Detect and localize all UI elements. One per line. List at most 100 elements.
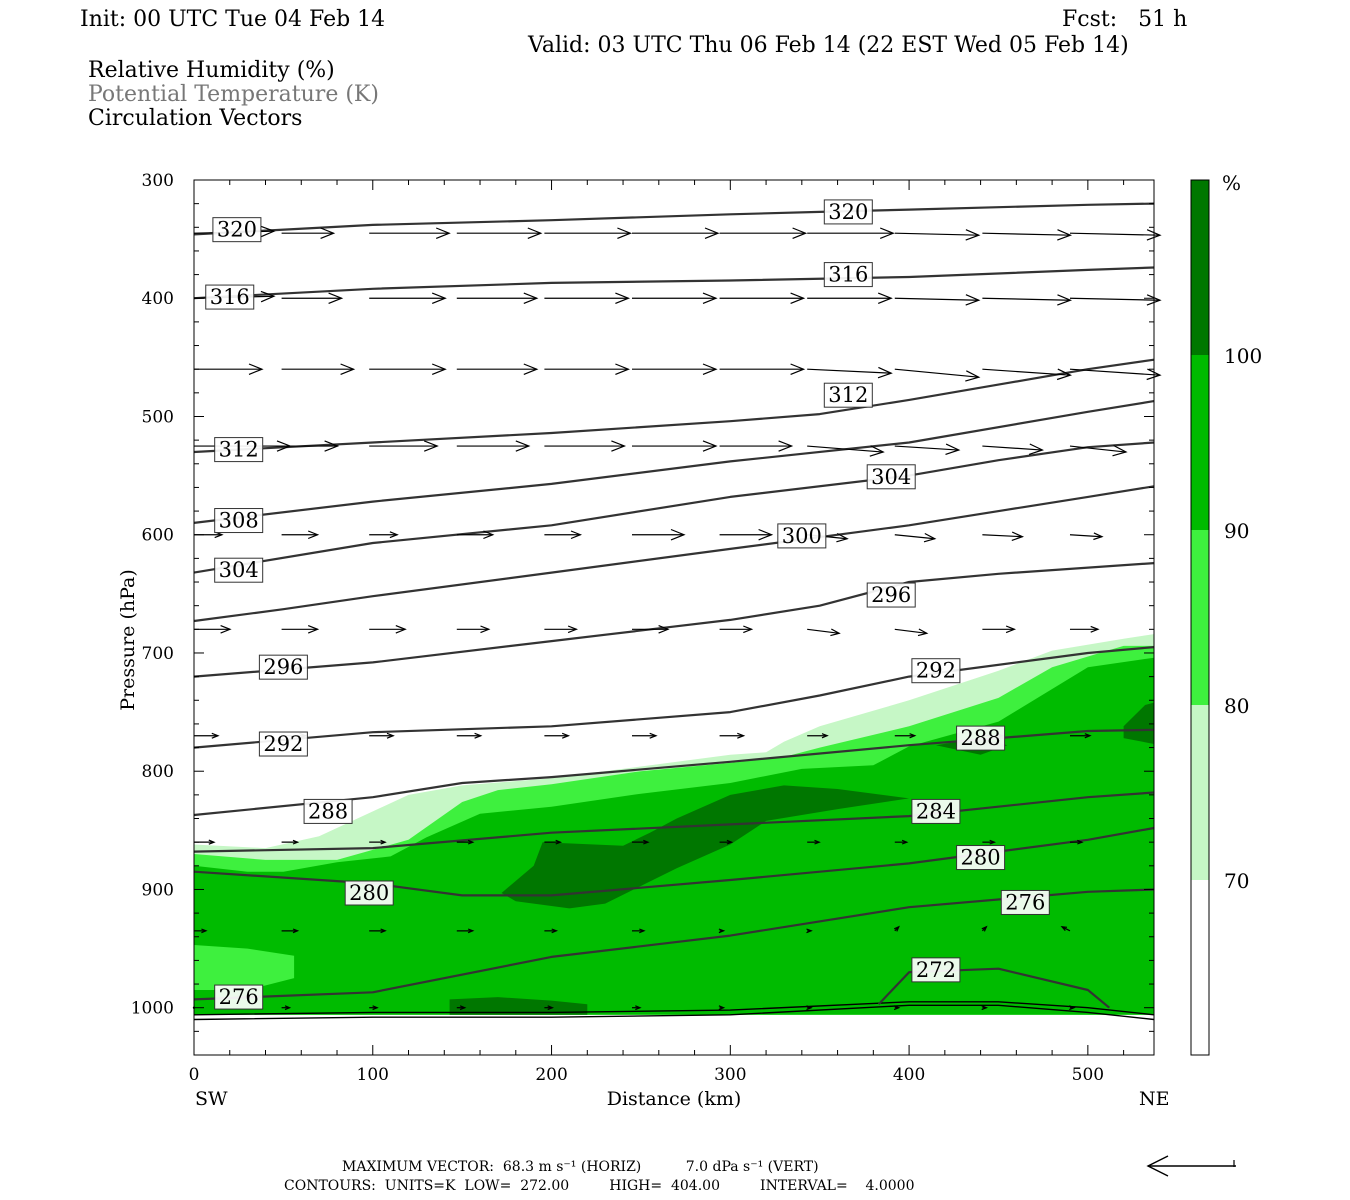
vector-r2-c6 — [719, 363, 806, 375]
vector-shaft — [982, 368, 1071, 376]
vector-r8-c0 — [194, 928, 208, 934]
theta-label-box — [258, 654, 308, 680]
rh-colorbar: % 100 90 80 70 — [1190, 171, 1262, 1056]
theta-label-text: 296 — [871, 583, 911, 607]
theta-label-box — [823, 199, 873, 225]
init-time: Init: 00 UTC Tue 04 Feb 14 — [80, 7, 385, 32]
theta-label-272-0: 272 — [911, 957, 961, 983]
vector-head — [380, 839, 387, 845]
vector-r4-c5 — [631, 528, 686, 541]
vector-shaft — [1069, 534, 1103, 538]
vector-head — [561, 732, 571, 739]
axis-ticks: 300 400 500 600 700 800 900 1000 0 100 200 300 400 50… — [131, 171, 1154, 1085]
vector-r8-c1 — [281, 928, 300, 934]
y-tick-label-300: 300 — [142, 171, 174, 191]
vector-r2-c1 — [281, 363, 356, 375]
vector-r2-c5 — [631, 363, 718, 375]
colorbar-swatch-80 — [1191, 530, 1209, 705]
vector-head — [830, 628, 841, 637]
theta-label-box — [1000, 889, 1050, 915]
vector-head — [1057, 294, 1073, 306]
theta-label-text: 316 — [210, 285, 250, 309]
vector-head — [806, 1005, 813, 1011]
plot-frame — [193, 179, 1155, 1056]
theta-label-300-0: 300 — [777, 523, 827, 549]
vector-r6-c5 — [631, 732, 658, 739]
vector-head — [702, 292, 718, 304]
vector-shaft — [982, 297, 1071, 301]
theta-contour-288 — [193, 728, 1155, 817]
colorbar-label-90: 90 — [1224, 519, 1249, 543]
y-tick-label-1000: 1000 — [131, 999, 174, 1019]
vector-r2-c4 — [544, 363, 631, 375]
vector-r5-c1 — [281, 625, 320, 634]
sw-label: SW — [195, 1088, 228, 1110]
vector-head — [643, 839, 650, 845]
rh-fill-layer — [194, 634, 1154, 1015]
vector-head — [901, 839, 909, 845]
vector-r5-c3 — [456, 625, 491, 634]
vector-shaft — [807, 445, 884, 453]
vector-r0-c10 — [1069, 229, 1162, 241]
vector-shaft — [807, 628, 840, 634]
theta-label-box — [823, 382, 873, 408]
vector-shaft — [982, 534, 1023, 538]
vector-head — [718, 1005, 726, 1011]
vector-r4-c1 — [281, 530, 320, 540]
vector-head — [1146, 229, 1162, 241]
x-tick-label-200: 200 — [535, 1065, 567, 1085]
vector-r4-c6 — [719, 528, 774, 541]
vector-shaft — [894, 534, 935, 540]
vector-head — [879, 227, 895, 239]
vector-r1-c6 — [719, 292, 806, 304]
theta-contour-300 — [193, 485, 1155, 623]
vector-r3-c3 — [456, 440, 531, 452]
vector-head — [1146, 368, 1162, 381]
vector-head — [1011, 531, 1025, 541]
rh-region-gt100-7 — [449, 997, 588, 1015]
theta-contour-272 — [877, 967, 1111, 1009]
theta-label-box — [214, 437, 264, 463]
vector-head — [372, 1005, 379, 1011]
vector-head — [248, 363, 264, 375]
theta-label-text: 304 — [871, 465, 911, 489]
theta-label-text: 320 — [217, 218, 257, 242]
vector-shaft — [1069, 368, 1161, 376]
vector-r9-c7 — [806, 1005, 813, 1011]
vector-r9-c1 — [281, 1005, 292, 1011]
theta-contour-284 — [193, 791, 1155, 853]
theta-label-text: 276 — [1005, 890, 1045, 914]
theta-label-box — [214, 508, 264, 534]
rh-region-80-90-3 — [194, 945, 295, 990]
vector-r2-c3 — [456, 363, 539, 375]
theta-label-292-0: 292 — [258, 731, 308, 757]
vector-head — [639, 928, 646, 934]
vector-r9-c2 — [369, 1005, 379, 1011]
vector-r0-c4 — [544, 227, 633, 239]
vector-r4-c8 — [894, 532, 937, 543]
vector-head — [527, 227, 543, 239]
vector-head — [340, 363, 356, 375]
vector-head — [611, 440, 627, 452]
vector-r9-c3 — [456, 1005, 467, 1011]
theta-contour-292 — [193, 646, 1155, 749]
vector-head — [704, 227, 720, 239]
theta-label-box — [823, 262, 873, 288]
vector-r7-c3 — [456, 839, 475, 845]
vector-r8-c9 — [981, 925, 988, 932]
max-vector-note: MAXIMUM VECTOR: 68.3 m s⁻¹ (HORIZ) 7.0 d… — [342, 1159, 819, 1175]
theta-contour-312 — [193, 358, 1155, 454]
vector-r3-c1 — [281, 440, 340, 452]
vector-r8-c5 — [631, 928, 646, 934]
vector-r6-c2 — [369, 732, 395, 739]
colorbar-swatch-below-70 — [1191, 880, 1209, 1055]
vector-r0-c5 — [631, 227, 720, 239]
vector-head — [431, 363, 447, 375]
theta-label-box — [956, 725, 1006, 751]
vector-head — [380, 928, 387, 934]
theta-label-box — [866, 582, 916, 608]
x-tick-label-300: 300 — [714, 1065, 746, 1085]
vector-head — [965, 229, 981, 241]
vector-r0-c7 — [807, 227, 895, 239]
theta-label-320-0: 320 — [212, 217, 262, 243]
